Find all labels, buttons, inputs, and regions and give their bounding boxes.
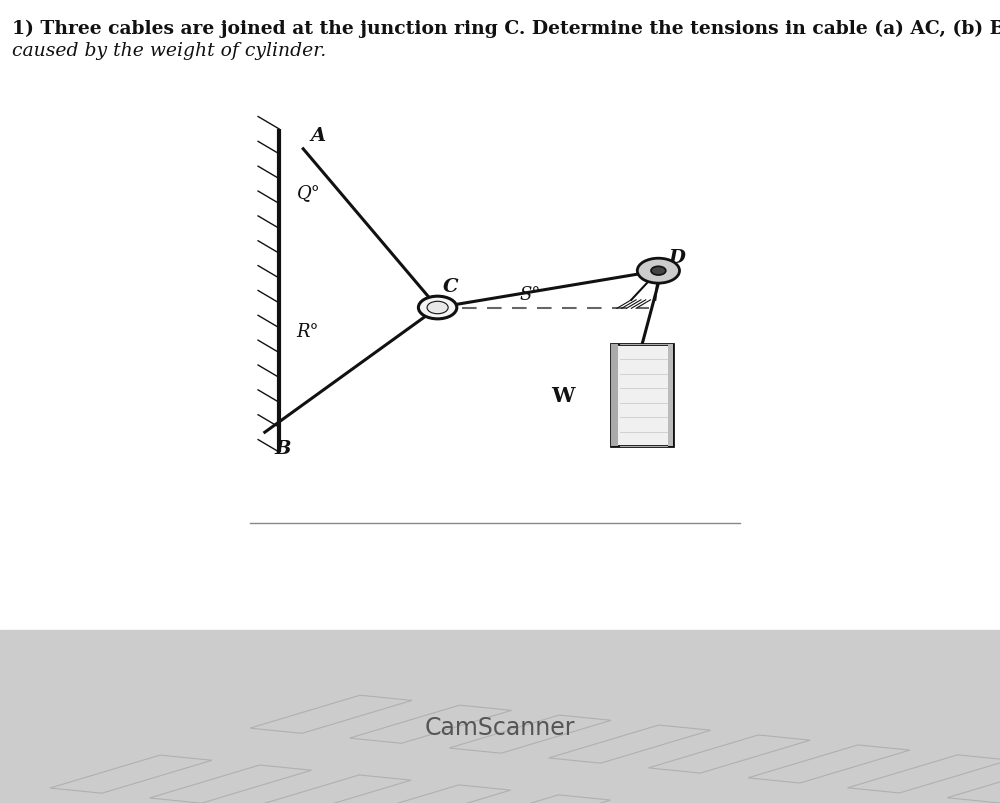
- FancyBboxPatch shape: [50, 755, 212, 793]
- FancyBboxPatch shape: [350, 705, 512, 744]
- FancyBboxPatch shape: [549, 725, 711, 763]
- Text: caused by the weight of cylinder.: caused by the weight of cylinder.: [12, 42, 326, 59]
- Text: Q°: Q°: [296, 184, 320, 202]
- FancyBboxPatch shape: [249, 775, 411, 803]
- FancyBboxPatch shape: [150, 765, 312, 803]
- Circle shape: [418, 297, 457, 320]
- Circle shape: [651, 267, 666, 275]
- Text: CamScanner: CamScanner: [425, 715, 575, 739]
- FancyBboxPatch shape: [449, 715, 611, 753]
- Text: 1) Three cables are joined at the junction ring C. Determine the tensions in cab: 1) Three cables are joined at the juncti…: [12, 20, 1000, 39]
- FancyBboxPatch shape: [648, 735, 810, 773]
- Circle shape: [427, 302, 448, 314]
- Text: S°: S°: [519, 286, 541, 304]
- Bar: [611, 345, 673, 446]
- Bar: [611, 345, 618, 446]
- Bar: [668, 345, 673, 446]
- FancyBboxPatch shape: [448, 795, 610, 803]
- FancyBboxPatch shape: [947, 764, 1000, 803]
- Text: W: W: [551, 386, 574, 406]
- FancyBboxPatch shape: [250, 695, 412, 733]
- Text: C: C: [442, 278, 458, 296]
- FancyBboxPatch shape: [748, 745, 910, 783]
- FancyBboxPatch shape: [848, 755, 1000, 793]
- Text: A: A: [311, 127, 326, 145]
- Text: R°: R°: [296, 323, 319, 340]
- Text: B: B: [274, 439, 291, 458]
- FancyBboxPatch shape: [349, 785, 511, 803]
- Text: D: D: [668, 249, 685, 267]
- Circle shape: [637, 259, 680, 283]
